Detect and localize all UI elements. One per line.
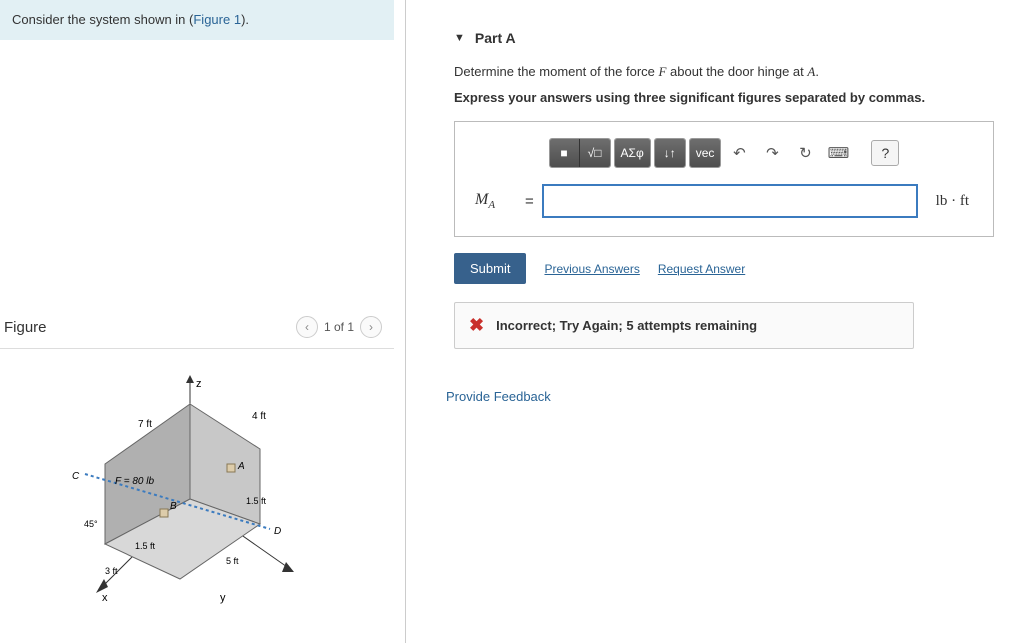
pager-text: 1 of 1 xyxy=(324,320,354,334)
right-panel: ▼ Part A Determine the moment of the for… xyxy=(406,0,1024,643)
force-label: F = 80 lb xyxy=(115,476,154,487)
feedback-text: Incorrect; Try Again; 5 attempts remaini… xyxy=(496,318,757,333)
axis-z-label: z xyxy=(196,378,202,390)
dim-15a: 1.5 ft xyxy=(246,496,267,506)
answer-input-row: MA = lb · ft xyxy=(465,180,983,222)
prompt-text: Determine the moment of the force F abou… xyxy=(406,64,1024,86)
figure-svg: z x y 7 ft 4 ft F = 80 lb A B C D 45° 1.… xyxy=(60,369,350,609)
axis-y-label: y xyxy=(220,592,226,604)
equals-sign: = xyxy=(523,193,536,210)
submit-button[interactable]: Submit xyxy=(454,253,526,284)
dim-7ft: 7 ft xyxy=(138,419,152,430)
instruction-text: Express your answers using three signifi… xyxy=(406,86,1024,121)
sqrt-button[interactable]: √□ xyxy=(580,139,610,167)
answer-area: ■ √□ ΑΣφ ↓↑ vec ↶ ↷ ↻ ⌨ ? MA = lb · ft xyxy=(454,121,994,237)
reset-button[interactable]: ↻ xyxy=(790,139,820,167)
pt-B: B xyxy=(170,501,177,512)
part-header[interactable]: ▼ Part A xyxy=(406,0,1024,64)
next-figure-button[interactable]: › xyxy=(360,316,382,338)
pt-A: A xyxy=(237,461,245,472)
problem-text-post: ). xyxy=(241,12,249,27)
figure-pager: ‹ 1 of 1 › xyxy=(296,316,382,338)
help-button[interactable]: ? xyxy=(871,140,899,166)
error-icon: ✖ xyxy=(469,315,484,336)
equation-toolbar: ■ √□ ΑΣφ ↓↑ vec ↶ ↷ ↻ ⌨ ? xyxy=(465,132,983,180)
previous-answers-link[interactable]: Previous Answers xyxy=(544,262,639,276)
dim-5ft: 5 ft xyxy=(226,556,239,566)
figure-link[interactable]: Figure 1 xyxy=(193,12,241,27)
dim-15b: 1.5 ft xyxy=(135,541,156,551)
axis-x-label: x xyxy=(102,592,108,604)
figure-section: Figure ‹ 1 of 1 › xyxy=(0,310,394,622)
greek-button[interactable]: ΑΣφ xyxy=(615,139,650,167)
variable-label: MA xyxy=(475,191,517,211)
pt-D: D xyxy=(274,526,281,537)
redo-button[interactable]: ↷ xyxy=(757,139,787,167)
request-answer-link[interactable]: Request Answer xyxy=(658,262,745,276)
figure-header: Figure ‹ 1 of 1 › xyxy=(0,310,394,349)
dim-4ft: 4 ft xyxy=(252,411,266,422)
dim-3ft: 3 ft xyxy=(105,566,118,576)
figure-image: z x y 7 ft 4 ft F = 80 lb A B C D 45° 1.… xyxy=(0,349,394,622)
pt-C: C xyxy=(72,471,80,482)
keyboard-button[interactable]: ⌨ xyxy=(823,139,853,167)
unit-label: lb · ft xyxy=(924,193,977,210)
problem-text-pre: Consider the system shown in ( xyxy=(12,12,193,27)
problem-statement: Consider the system shown in (Figure 1). xyxy=(0,0,394,40)
subscript-button[interactable]: ↓↑ xyxy=(655,139,685,167)
prev-figure-button[interactable]: ‹ xyxy=(296,316,318,338)
part-label: Part A xyxy=(475,30,516,46)
vec-button[interactable]: vec xyxy=(690,139,721,167)
collapse-arrow-icon: ▼ xyxy=(454,32,465,44)
provide-feedback-link[interactable]: Provide Feedback xyxy=(406,349,1024,404)
feedback-message: ✖ Incorrect; Try Again; 5 attempts remai… xyxy=(454,302,914,349)
templates-button[interactable]: ■ xyxy=(550,139,580,167)
undo-button[interactable]: ↶ xyxy=(724,139,754,167)
answer-input[interactable] xyxy=(542,184,918,218)
angle-45: 45° xyxy=(84,519,98,529)
left-panel: Consider the system shown in (Figure 1).… xyxy=(0,0,406,643)
figure-title: Figure xyxy=(4,319,47,336)
submit-row: Submit Previous Answers Request Answer xyxy=(406,237,1024,284)
